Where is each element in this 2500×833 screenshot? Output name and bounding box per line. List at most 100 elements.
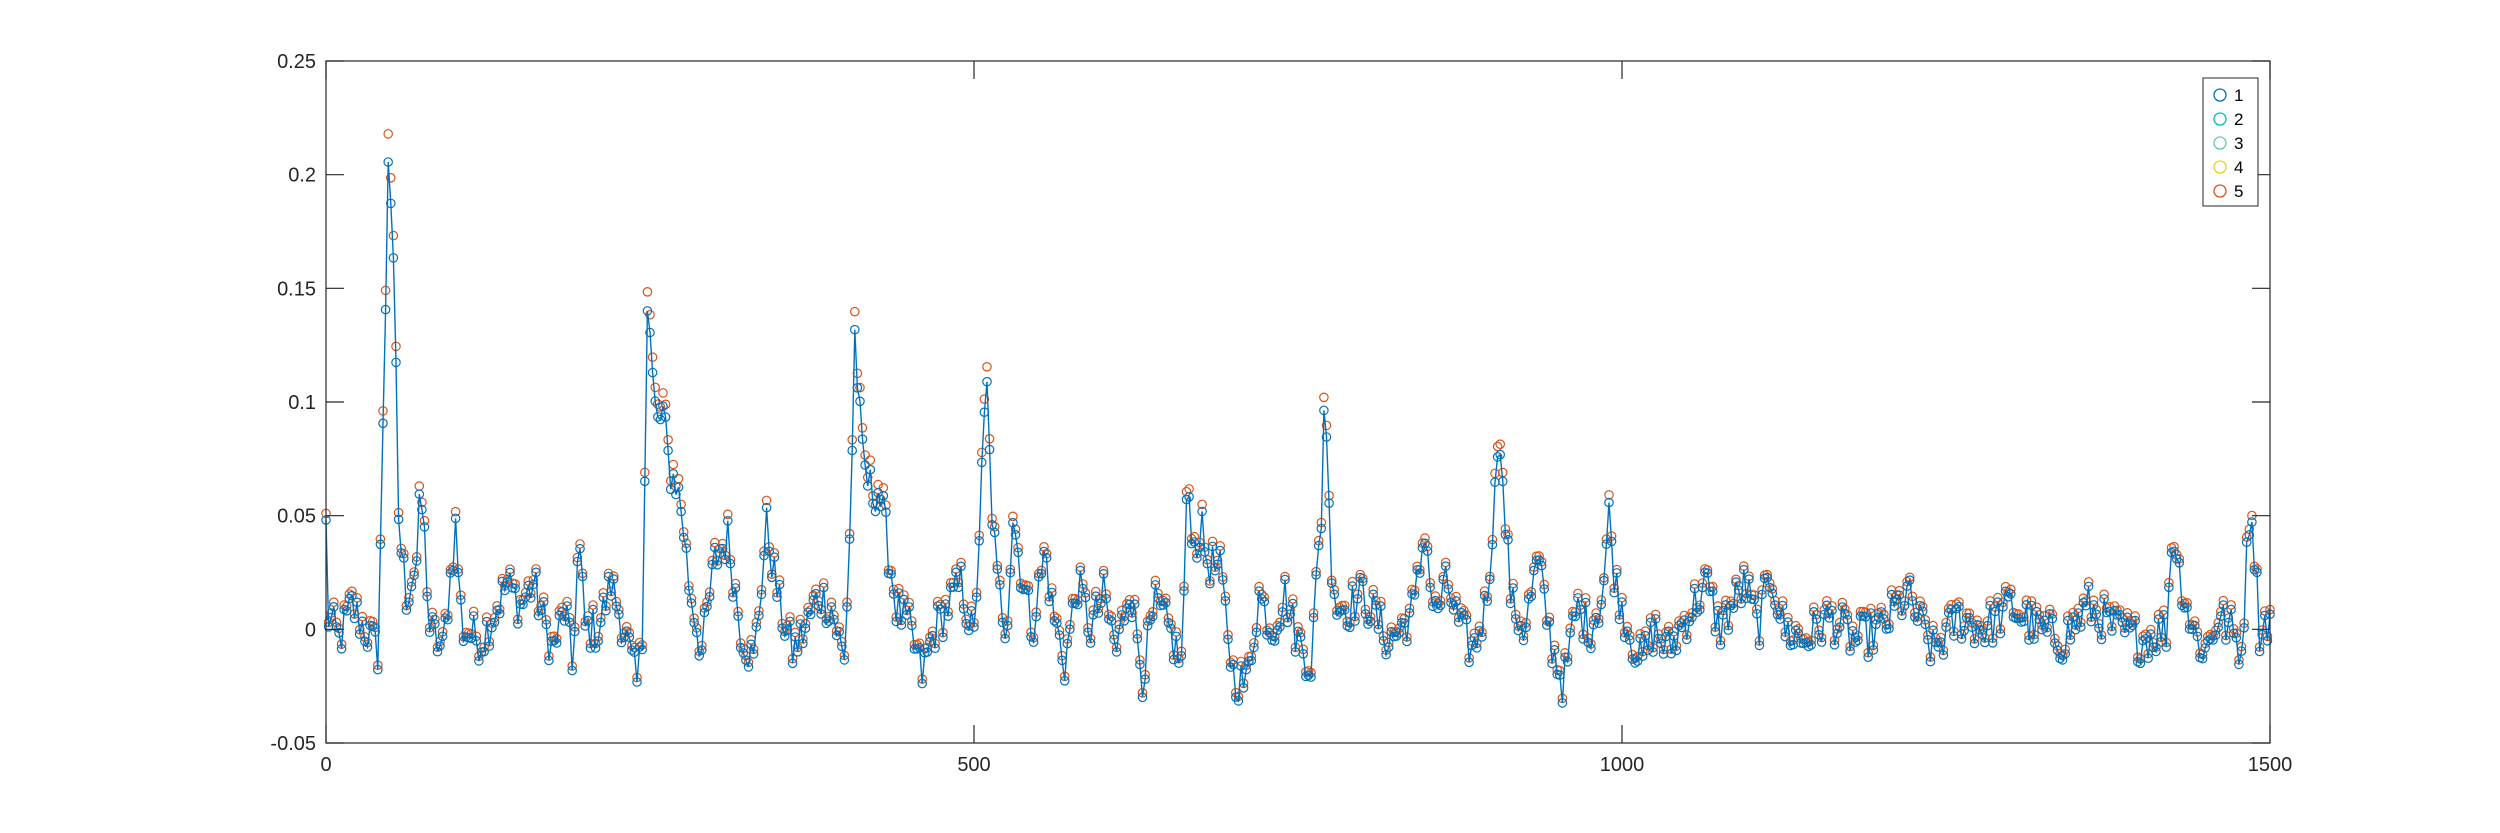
series-1-point — [1793, 628, 1804, 639]
series-1-point — [619, 632, 629, 643]
series-1-point — [531, 567, 541, 578]
series-1-point — [966, 605, 977, 616]
series-1-point — [1171, 631, 1181, 642]
series-1-point — [1671, 645, 1682, 656]
series-1-point — [2156, 636, 2166, 647]
series-1-point — [769, 552, 780, 562]
series-1-point — [681, 543, 692, 553]
series-1-point — [930, 643, 940, 653]
series-1-point — [1350, 616, 1360, 626]
series-1-point — [536, 605, 546, 616]
series-1-point — [1176, 650, 1187, 661]
series-1-point — [839, 655, 850, 665]
series-1-point — [2226, 604, 2236, 615]
series-1-point — [1010, 529, 1021, 540]
series-1-point — [489, 617, 500, 628]
series-1-point — [860, 460, 870, 470]
series-1-point — [2057, 655, 2068, 665]
series-1-point — [1863, 652, 1873, 662]
series-1-point — [1544, 616, 1555, 627]
series-1-point — [1487, 539, 1498, 550]
series-1-point — [1718, 610, 1728, 620]
series-1-point — [754, 610, 764, 621]
series-1-point — [2133, 656, 2143, 667]
series-1-point — [1075, 565, 1086, 576]
series-5-point — [826, 597, 837, 608]
series-1-point — [1733, 585, 1744, 595]
series-1-point — [1536, 560, 1547, 571]
series-1-point — [468, 611, 479, 621]
series-1-point — [935, 604, 946, 614]
series-1-point — [1018, 584, 1028, 595]
series-1-point — [1005, 567, 1016, 578]
series-1-point — [1850, 637, 1861, 647]
series-1-point — [803, 607, 813, 617]
legend-marker — [2213, 160, 2227, 174]
series-1-point — [1562, 656, 1573, 667]
series-1-point — [1205, 578, 1215, 589]
series-1-point — [2130, 615, 2140, 626]
series-1-point — [1332, 610, 1342, 620]
data-layer — [321, 129, 2275, 708]
series-1-point — [974, 535, 984, 546]
series-5-point — [642, 286, 653, 297]
series-1-point — [2164, 582, 2174, 593]
series-1-point — [575, 543, 585, 554]
series-1-point — [1461, 614, 1472, 625]
series-1-point — [2120, 627, 2130, 638]
series-1-point — [1199, 547, 1210, 557]
series-1-point — [891, 616, 901, 627]
series-1-point — [1251, 627, 1262, 638]
series-1-point — [479, 646, 489, 657]
series-1-point — [2252, 567, 2262, 578]
series-1-point — [1617, 597, 1627, 607]
series-1-point — [1557, 698, 1568, 708]
series-1-point — [836, 641, 847, 652]
series-1-point — [398, 553, 409, 563]
series-5-point — [1822, 595, 1832, 606]
series-5-point — [575, 539, 585, 549]
series-5-point — [388, 230, 399, 241]
series-1-point — [1609, 587, 1619, 598]
series-1-point — [951, 567, 961, 578]
series-1-point — [2213, 622, 2223, 633]
series-5-point — [1573, 588, 1583, 599]
series-1-point — [800, 623, 811, 633]
series-1-point — [383, 157, 393, 167]
series-1-point — [1104, 614, 1114, 624]
series-1-point — [1995, 628, 2006, 639]
series-1-point — [886, 569, 896, 579]
series-1-point — [455, 594, 466, 605]
series-1-point — [1078, 583, 1088, 594]
legend-label: 1 — [2234, 86, 2243, 105]
series-1-point — [1505, 598, 1516, 609]
series-1-point — [1485, 574, 1495, 585]
series-1-point — [1702, 568, 1713, 578]
series-1-point — [538, 596, 549, 607]
series-1-point — [1707, 586, 1718, 596]
series-1-point — [663, 445, 673, 456]
series-1-point — [494, 608, 505, 619]
series-1-point — [1041, 553, 1052, 563]
series-1-point — [334, 627, 344, 638]
y-tick-label: 0.25 — [277, 51, 316, 73]
series-1-point — [352, 597, 362, 608]
series-1-point — [2161, 642, 2172, 652]
series-1-point — [437, 631, 448, 642]
series-1-point — [1669, 631, 1679, 641]
series-1-point — [1933, 642, 1943, 652]
series-1-point — [1580, 597, 1591, 608]
series-1-point — [372, 664, 383, 675]
series-1-point — [2236, 646, 2247, 656]
series-1-point — [1365, 616, 1376, 627]
series-5-point — [1993, 592, 2003, 603]
series-1-point — [982, 376, 992, 387]
series-1-point — [502, 577, 513, 587]
series-1-point — [1072, 599, 1083, 610]
series-1-point — [1687, 612, 1697, 623]
series-1-point — [782, 625, 793, 635]
series-1-point — [1542, 620, 1552, 630]
series-1-point — [1866, 608, 1876, 618]
series-1-point — [2078, 597, 2089, 608]
